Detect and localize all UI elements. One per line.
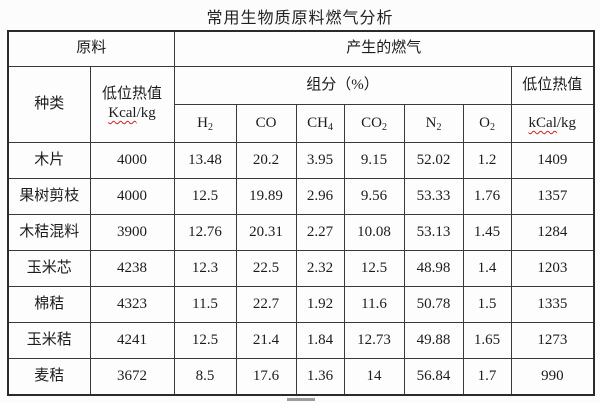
cell-ch4: 1.36 bbox=[295, 358, 345, 396]
cropped-bottom-element bbox=[287, 398, 315, 401]
cell-co: 22.7 bbox=[235, 286, 297, 324]
cell-gas-lhv: 1203 bbox=[510, 250, 595, 288]
table-row: 木秸混料 3900 12.76 20.31 2.27 10.08 53.13 1.45 1284 bbox=[7, 213, 595, 252]
header-produced-gas: 产生的燃气 bbox=[173, 30, 595, 67]
cell-type: 木秸混料 bbox=[7, 213, 91, 252]
cell-co: 20.31 bbox=[235, 213, 297, 252]
cell-co2: 12.5 bbox=[343, 250, 405, 288]
cell-n2: 49.88 bbox=[403, 322, 464, 360]
cell-o2: 1.76 bbox=[462, 177, 512, 215]
biomass-gas-analysis-table: 原料 产生的燃气 种类 低位热值 Kcal/kg 组分（%） 低位热值 H2 C… bbox=[7, 30, 596, 396]
cell-type: 果树剪枝 bbox=[7, 177, 91, 215]
header-row-2: 种类 低位热值 Kcal/kg 组分（%） 低位热值 bbox=[7, 65, 595, 143]
header-gas-n2: N2 bbox=[403, 103, 464, 143]
cell-gas-lhv: 1409 bbox=[510, 141, 595, 179]
header-gas-lhv-unit: kCal/kg bbox=[510, 103, 595, 143]
cell-gas-lhv: 1335 bbox=[510, 286, 595, 324]
cell-type: 麦秸 bbox=[7, 358, 91, 396]
cell-material-lhv: 3900 bbox=[89, 213, 175, 252]
cell-co2: 10.08 bbox=[343, 213, 405, 252]
cell-co: 19.89 bbox=[235, 177, 297, 215]
cell-gas-lhv: 990 bbox=[510, 358, 595, 396]
header-row-3: H2 CO CH4 CO2 N2 O2 kCal/kg bbox=[8, 103, 595, 143]
cell-type: 玉米芯 bbox=[7, 250, 91, 288]
cell-type: 棉秸 bbox=[7, 286, 91, 324]
header-gas-o2: O2 bbox=[462, 103, 512, 143]
cell-material-lhv: 4238 bbox=[89, 250, 175, 288]
cell-type: 玉米秸 bbox=[7, 322, 91, 360]
header-gas-co2: CO2 bbox=[343, 103, 405, 143]
cell-material-lhv: 4323 bbox=[89, 286, 175, 324]
cell-o2: 1.4 bbox=[462, 250, 512, 288]
table-row: 玉米芯 4238 12.3 22.5 2.32 12.5 48.98 1.4 1203 bbox=[7, 250, 595, 288]
cell-type: 木片 bbox=[7, 141, 91, 179]
cell-co2: 9.56 bbox=[343, 177, 405, 215]
cell-o2: 1.7 bbox=[462, 358, 512, 396]
cell-h2: 12.76 bbox=[173, 213, 237, 252]
header-material-lhv: 低位热值 Kcal/kg bbox=[89, 65, 175, 143]
cell-co2: 11.6 bbox=[343, 286, 405, 324]
header-material-lhv-unit: Kcal/kg bbox=[108, 105, 156, 122]
cell-h2: 11.5 bbox=[173, 286, 237, 324]
cell-material-lhv: 4241 bbox=[89, 322, 175, 360]
cell-ch4: 1.92 bbox=[295, 286, 345, 324]
cell-material-lhv: 4000 bbox=[89, 177, 175, 215]
table-row: 玉米秸 4241 12.5 21.4 1.84 12.73 49.88 1.65 1273 bbox=[7, 322, 595, 360]
cell-n2: 53.13 bbox=[403, 213, 464, 252]
cell-material-lhv: 4000 bbox=[89, 141, 175, 179]
cell-h2: 13.48 bbox=[173, 141, 237, 179]
header-gas-co: CO bbox=[235, 103, 297, 143]
cell-n2: 48.98 bbox=[403, 250, 464, 288]
table-row: 果树剪枝 4000 12.5 19.89 2.96 9.56 53.33 1.76 1357 bbox=[7, 177, 595, 215]
header-raw-material: 原料 bbox=[7, 30, 175, 67]
table-row: 麦秸 3672 8.5 17.6 1.36 14 56.84 1.7 990 bbox=[7, 358, 595, 396]
cell-o2: 1.5 bbox=[462, 286, 512, 324]
cell-co2: 9.15 bbox=[343, 141, 405, 179]
table-row: 木片 4000 13.48 20.2 3.95 9.15 52.02 1.2 1409 bbox=[7, 141, 595, 179]
cell-n2: 50.78 bbox=[403, 286, 464, 324]
header-gas-lhv-label: 低位热值 bbox=[510, 65, 595, 105]
page-title: 常用生物质原料燃气分析 bbox=[206, 10, 394, 27]
cell-material-lhv: 3672 bbox=[89, 358, 175, 396]
cell-o2: 1.2 bbox=[462, 141, 512, 179]
header-composition: 组分（%） bbox=[173, 65, 512, 105]
cell-ch4: 2.27 bbox=[295, 213, 345, 252]
cell-co: 17.6 bbox=[235, 358, 297, 396]
cell-o2: 1.65 bbox=[462, 322, 512, 360]
cell-co2: 14 bbox=[343, 358, 405, 396]
cell-co: 22.5 bbox=[235, 250, 297, 288]
cell-n2: 56.84 bbox=[403, 358, 464, 396]
cell-h2: 8.5 bbox=[173, 358, 237, 396]
header-type: 种类 bbox=[7, 65, 91, 143]
header-row-1: 原料 产生的燃气 bbox=[7, 30, 595, 67]
cell-gas-lhv: 1284 bbox=[510, 213, 595, 252]
header-gas-ch4: CH4 bbox=[295, 103, 345, 143]
cell-ch4: 2.32 bbox=[295, 250, 345, 288]
cell-ch4: 2.96 bbox=[295, 177, 345, 215]
cell-n2: 53.33 bbox=[403, 177, 464, 215]
table-row: 棉秸 4323 11.5 22.7 1.92 11.6 50.78 1.5 1335 bbox=[7, 286, 595, 324]
cell-n2: 52.02 bbox=[403, 141, 464, 179]
cell-gas-lhv: 1273 bbox=[510, 322, 595, 360]
cell-co2: 12.73 bbox=[343, 322, 405, 360]
header-gas-h2: H2 bbox=[173, 103, 237, 143]
cell-co: 20.2 bbox=[235, 141, 297, 179]
cell-o2: 1.45 bbox=[462, 213, 512, 252]
cell-h2: 12.5 bbox=[173, 322, 237, 360]
cell-co: 21.4 bbox=[235, 322, 297, 360]
cell-h2: 12.5 bbox=[173, 177, 237, 215]
header-material-lhv-label: 低位热值 bbox=[102, 86, 163, 103]
cell-gas-lhv: 1357 bbox=[510, 177, 595, 215]
cell-h2: 12.3 bbox=[173, 250, 237, 288]
cell-ch4: 1.84 bbox=[295, 322, 345, 360]
cell-ch4: 3.95 bbox=[295, 141, 345, 179]
